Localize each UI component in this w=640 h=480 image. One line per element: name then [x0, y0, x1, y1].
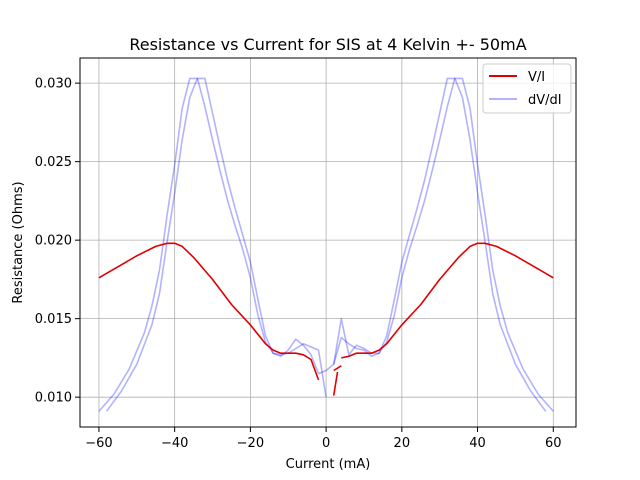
x-tick-label: −40 — [161, 436, 188, 451]
series-line-vi — [332, 371, 339, 396]
series-line-vi — [98, 242, 320, 381]
plot-frame — [79, 57, 577, 428]
x-tick-label: 0 — [322, 436, 330, 451]
series-line-dvdi — [98, 77, 327, 412]
series-line-dvdi — [332, 77, 547, 412]
y-tick-label: 0.020 — [35, 234, 72, 249]
x-axis-label: Current (mA) — [286, 457, 371, 472]
x-axis: −60 −40 −20 0 20 40 60 — [85, 427, 562, 451]
plot-lines — [98, 77, 554, 412]
y-axis: 0.010 0.015 0.020 0.025 0.030 — [35, 77, 80, 406]
y-tick-label: 0.010 — [35, 391, 72, 406]
x-tick-label: −20 — [237, 436, 264, 451]
x-tick-label: −60 — [85, 436, 112, 451]
x-tick-label: 20 — [394, 436, 411, 451]
y-tick-label: 0.025 — [35, 155, 72, 170]
series-line-vi — [341, 242, 554, 359]
legend-label-vi: V/I — [528, 70, 545, 85]
y-axis-label: Resistance (Ohms) — [11, 181, 26, 303]
legend: V/I dV/dI — [482, 63, 572, 114]
legend-label-dvdi: dV/dI — [528, 93, 562, 108]
x-tick-label: 40 — [469, 436, 486, 451]
series-line-dvdi — [105, 77, 554, 412]
y-tick-label: 0.015 — [35, 312, 72, 327]
x-tick-label: 60 — [545, 436, 562, 451]
chart-title: Resistance vs Current for SIS at 4 Kelvi… — [129, 35, 526, 54]
y-tick-label: 0.030 — [35, 77, 72, 92]
series-line-vi — [333, 365, 342, 372]
